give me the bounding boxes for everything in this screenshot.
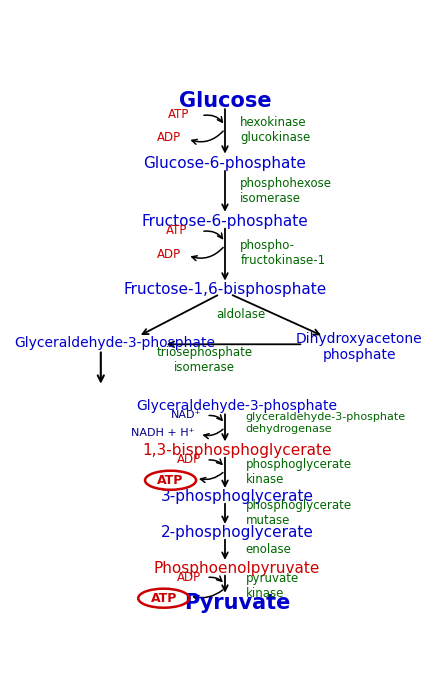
Text: ATP: ATP: [150, 592, 177, 605]
Text: hexokinase
glucokinase: hexokinase glucokinase: [240, 116, 310, 144]
Text: pyruvate
kinase: pyruvate kinase: [245, 572, 298, 600]
Text: ATP: ATP: [166, 224, 187, 237]
Text: Glucose: Glucose: [178, 91, 271, 111]
Text: ADP: ADP: [177, 453, 201, 466]
Text: NAD⁺: NAD⁺: [170, 409, 201, 420]
Text: 3-phosphoglycerate: 3-phosphoglycerate: [160, 488, 313, 504]
Text: phosphoglycerate
mutase: phosphoglycerate mutase: [245, 499, 351, 527]
Text: Dihydroxyacetone
phosphate: Dihydroxyacetone phosphate: [295, 332, 422, 362]
Text: Fructose-1,6-bisphosphate: Fructose-1,6-bisphosphate: [123, 282, 326, 297]
Text: enolase: enolase: [245, 543, 290, 556]
Text: ADP: ADP: [177, 570, 201, 583]
Text: 2-phosphoglycerate: 2-phosphoglycerate: [160, 525, 313, 539]
Text: ATP: ATP: [167, 109, 189, 121]
Text: triosephosphate
isomerase: triosephosphate isomerase: [156, 346, 252, 374]
Text: NADH + H⁺: NADH + H⁺: [131, 427, 194, 438]
Text: Fructose-6-phosphate: Fructose-6-phosphate: [141, 214, 307, 229]
Text: Glyceraldehyde-3-phosphate: Glyceraldehyde-3-phosphate: [14, 336, 215, 350]
Text: 1,3-bisphosphoglycerate: 1,3-bisphosphoglycerate: [142, 442, 331, 458]
Text: ADP: ADP: [156, 248, 180, 261]
Text: Phosphoenolpyruvate: Phosphoenolpyruvate: [153, 561, 319, 576]
Text: Glucose-6-phosphate: Glucose-6-phosphate: [143, 156, 306, 171]
Text: glyceraldehyde-3-phosphate
dehydrogenase: glyceraldehyde-3-phosphate dehydrogenase: [245, 412, 405, 434]
Text: Pyruvate: Pyruvate: [183, 593, 290, 613]
Text: ADP: ADP: [156, 131, 180, 144]
Text: ATP: ATP: [157, 474, 184, 487]
Text: aldolase: aldolase: [216, 308, 265, 321]
Text: phosphoglycerate
kinase: phosphoglycerate kinase: [245, 458, 351, 486]
Text: Glyceraldehyde-3-phosphate: Glyceraldehyde-3-phosphate: [136, 399, 337, 413]
Text: phosphohexose
isomerase: phosphohexose isomerase: [240, 177, 332, 205]
Text: phospho-
fructokinase-1: phospho- fructokinase-1: [240, 239, 325, 267]
